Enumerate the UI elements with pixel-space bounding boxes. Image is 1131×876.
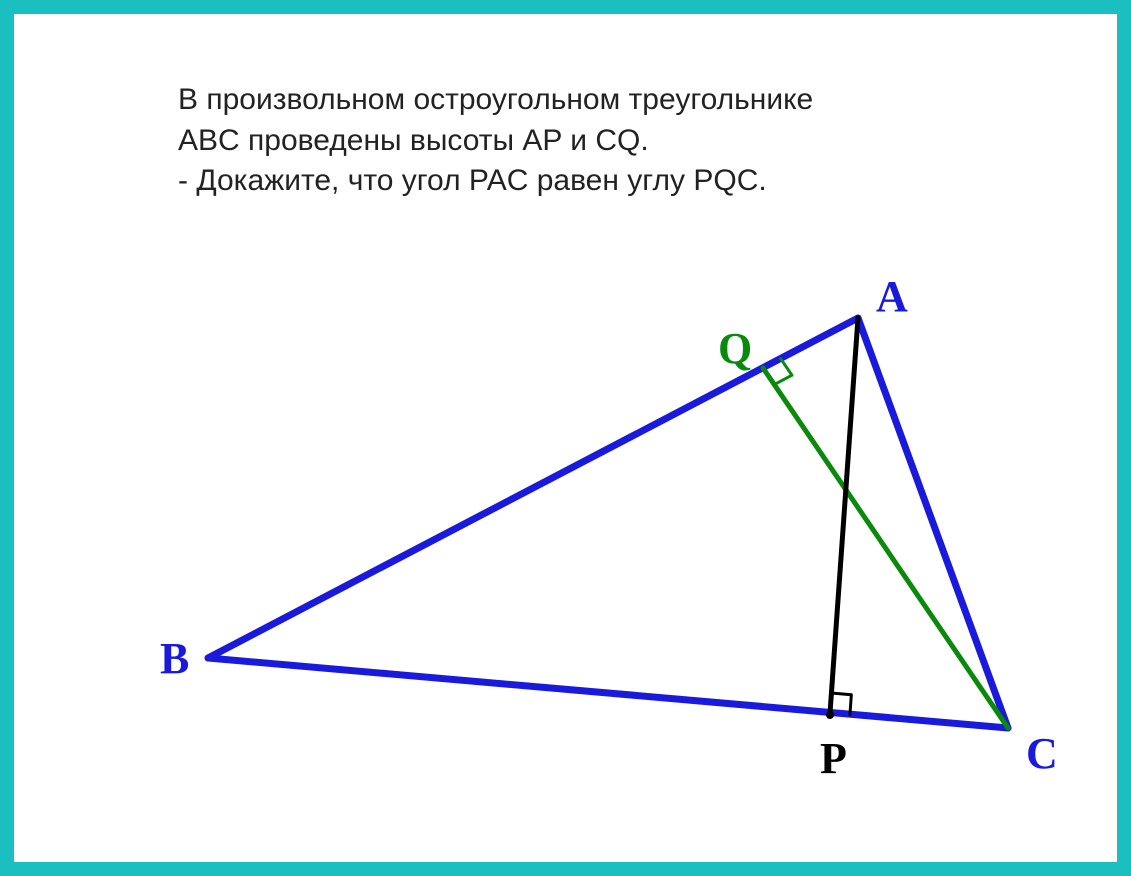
geometry-diagram: A B C Q P [138, 258, 1068, 818]
diagram-svg [138, 258, 1068, 818]
outer-frame: В произвольном остроугольном треугольник… [0, 0, 1131, 876]
label-C: C [1026, 728, 1058, 779]
label-A: A [876, 271, 908, 322]
problem-line-3: - Докажите, что угол PAC равен углу PQC. [178, 161, 973, 202]
label-B: B [160, 633, 189, 684]
problem-line-2: ABC проведены высоты AP и CQ. [178, 121, 973, 162]
label-P: P [820, 733, 847, 784]
problem-statement: В произвольном остроугольном треугольник… [178, 80, 973, 202]
label-Q: Q [718, 323, 752, 374]
problem-line-1: В произвольном остроугольном треугольник… [178, 80, 973, 121]
inner-card: В произвольном остроугольном треугольник… [38, 38, 1093, 838]
